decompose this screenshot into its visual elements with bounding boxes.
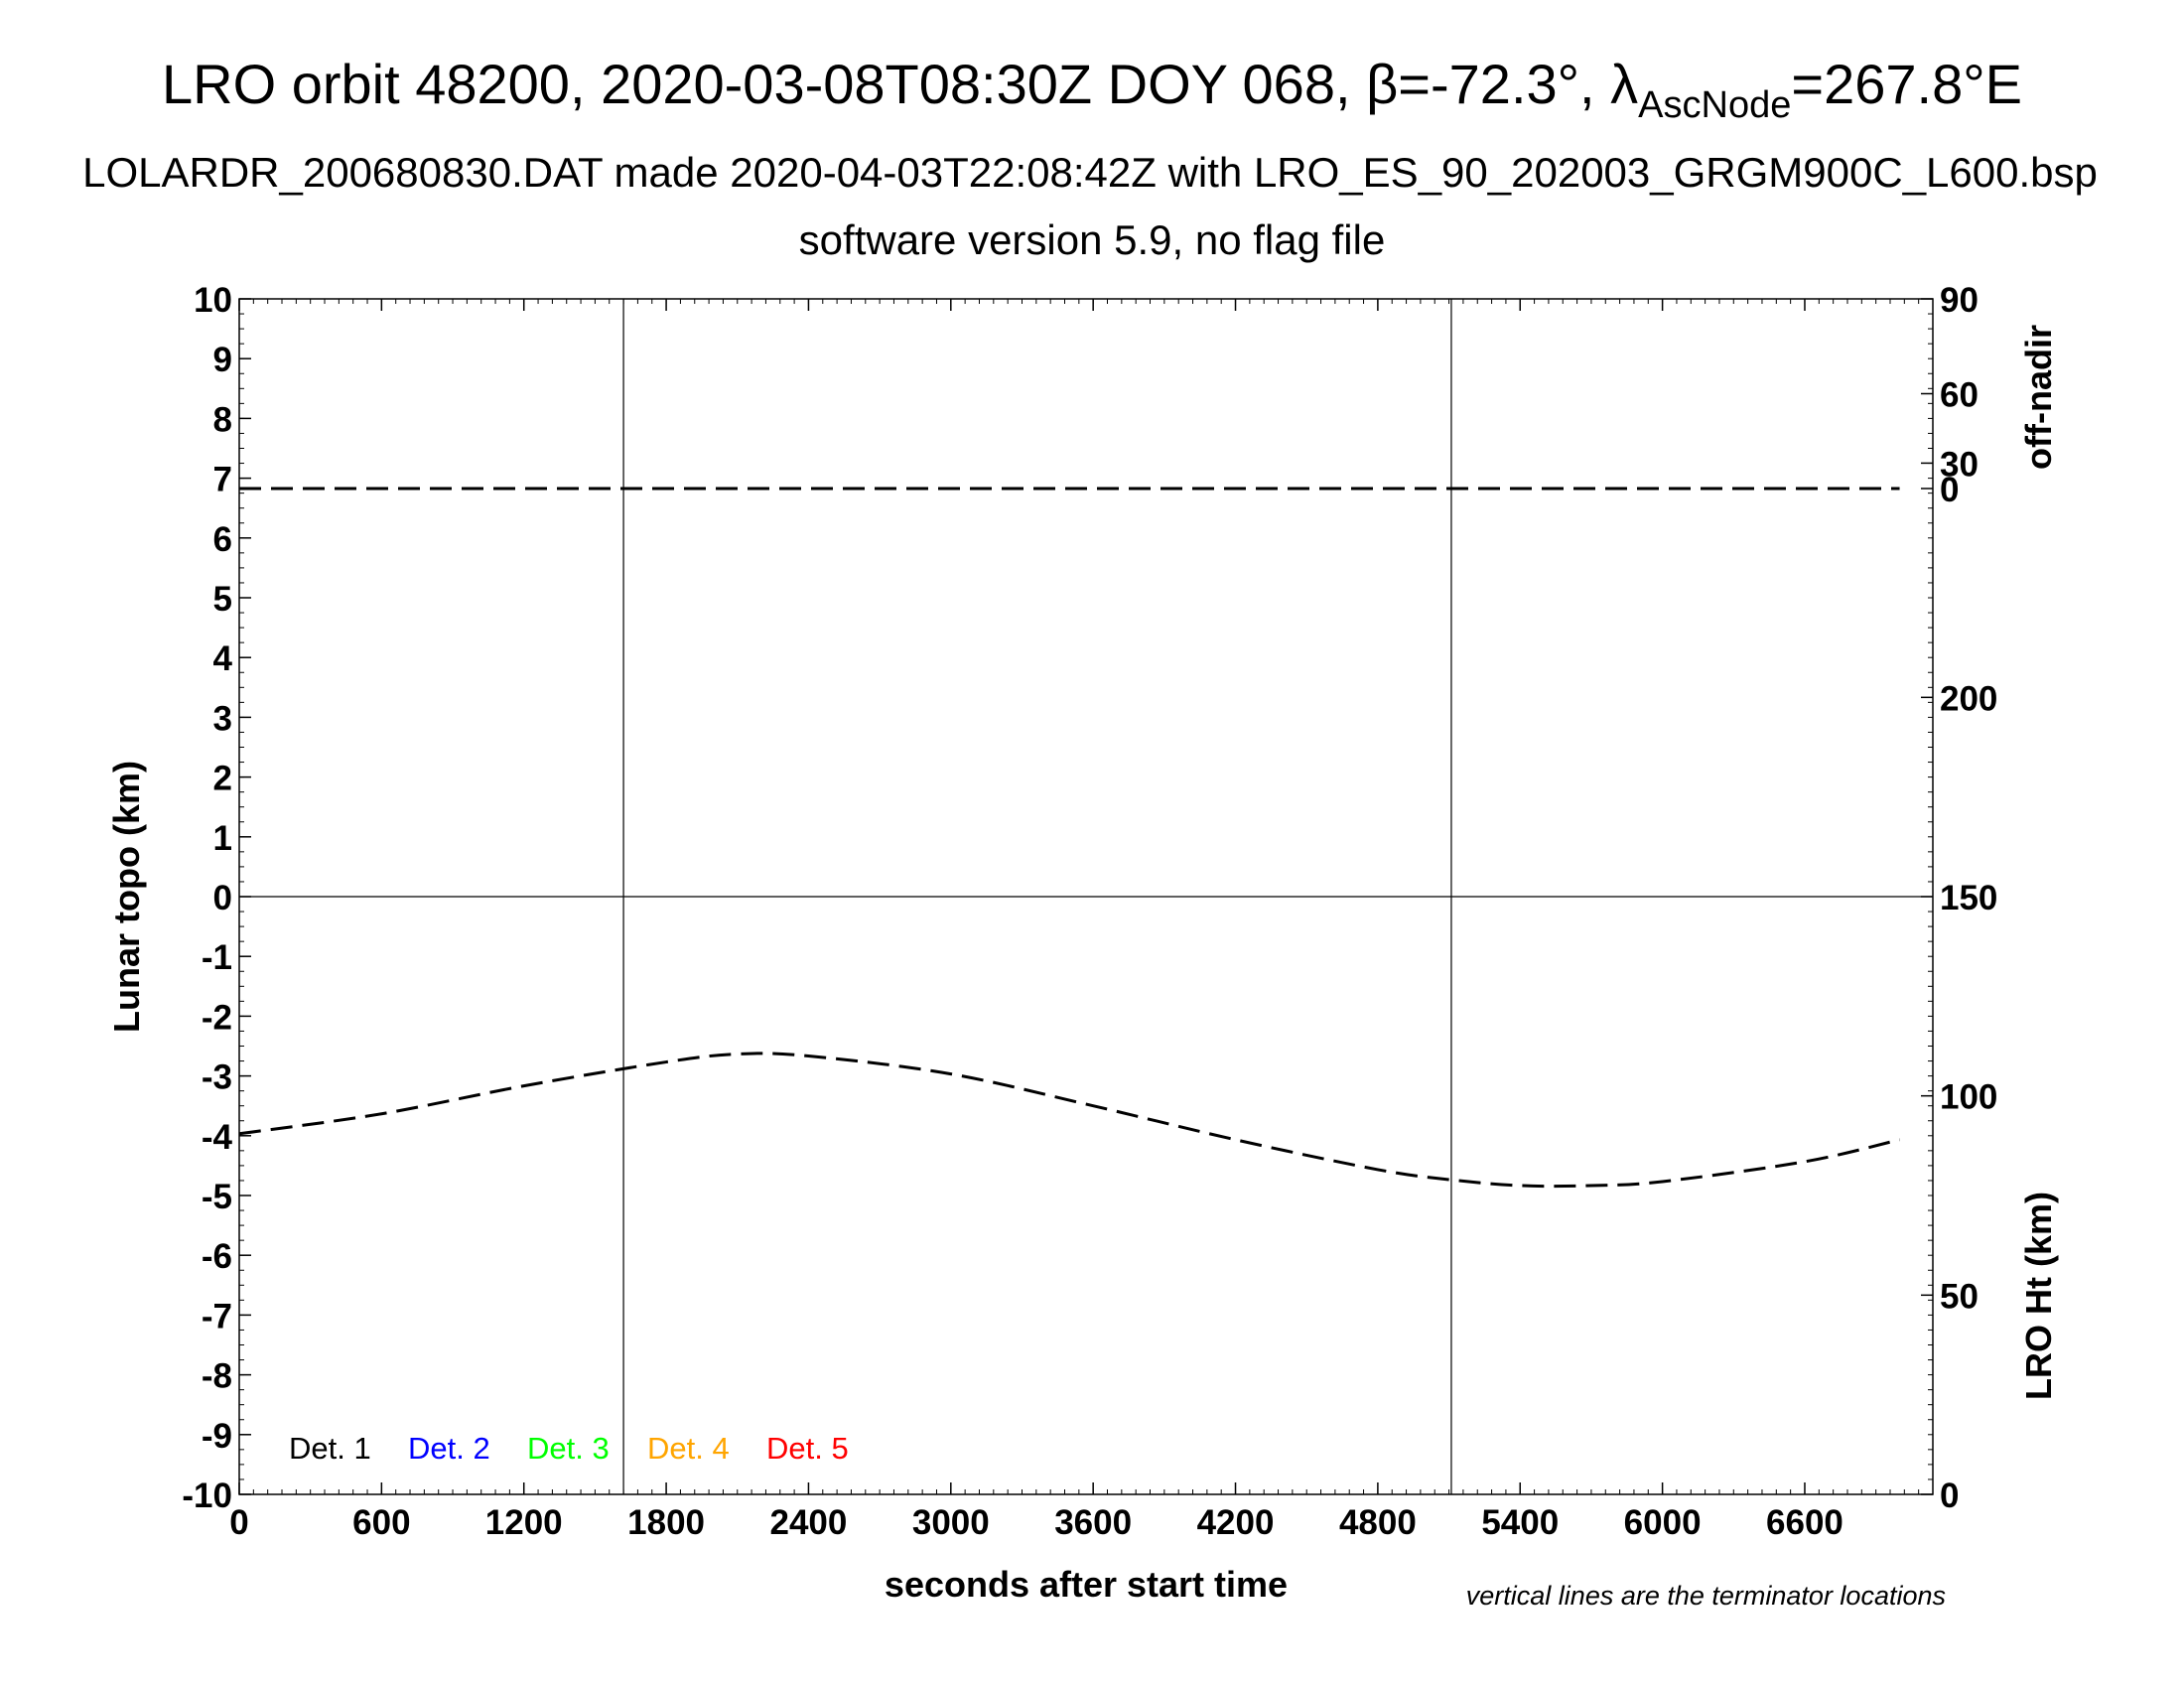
- lro-ht-tick-label: 100: [1940, 1078, 1997, 1117]
- legend: Det. 1 Det. 2 Det. 3 Det. 4 Det. 5: [289, 1431, 849, 1466]
- x-tick-label: 3000: [912, 1503, 990, 1542]
- legend-item-det-5: Det. 5: [766, 1431, 849, 1466]
- chart-subtitle-file: LOLARDR_200680830.DAT made 2020-04-03T22…: [82, 149, 2098, 196]
- x-tick-label: 2400: [770, 1503, 848, 1542]
- title-prefix: LRO orbit 48200, 2020-03-08T08:30Z DOY 0…: [162, 53, 1366, 115]
- lro-ht-axis-ticks: 200 150 100 50 0: [1921, 679, 1997, 1515]
- terminator-note: vertical lines are the terminator locati…: [1466, 1581, 1946, 1611]
- y-tick-label: -5: [202, 1178, 232, 1216]
- y-tick-label: 7: [213, 461, 232, 499]
- title-beta: β=-72.3°,: [1366, 53, 1610, 115]
- legend-item-det-3: Det. 3: [527, 1431, 610, 1466]
- y-tick-label: 0: [213, 879, 232, 917]
- legend-item-det-4: Det. 4: [647, 1431, 730, 1466]
- legend-item-det-1: Det. 1: [289, 1431, 371, 1466]
- title-lambda-value: =267.8°E: [1791, 53, 2022, 115]
- y-tick-label: -6: [202, 1237, 232, 1276]
- lro-ht-tick-label: 150: [1940, 879, 1997, 917]
- off-nadir-tick-label: 0: [1940, 471, 1959, 509]
- y-tick-label: -2: [202, 998, 232, 1037]
- y-tick-label: 10: [194, 281, 232, 320]
- y-tick-label: -9: [202, 1417, 232, 1456]
- y-tick-label: -8: [202, 1357, 232, 1396]
- off-nadir-axis-ticks: 90 60 300: [1921, 281, 1979, 509]
- x-tick-label: 4800: [1339, 1503, 1417, 1542]
- x-tick-label: 1800: [627, 1503, 705, 1542]
- x-tick-label: 3600: [1054, 1503, 1132, 1542]
- y-tick-label: -1: [202, 938, 232, 977]
- y-axis-left-label: Lunar topo (km): [106, 761, 147, 1033]
- x-tick-label: 0: [229, 1503, 248, 1542]
- lro-ht-axis-label: LRO Ht (km): [2018, 1192, 2059, 1400]
- y-tick-label: 8: [213, 400, 232, 439]
- title-lambda: λ: [1610, 53, 1638, 115]
- x-tick-label: 6000: [1624, 1503, 1702, 1542]
- x-axis-label: seconds after start time: [885, 1564, 1288, 1605]
- legend-item-det-2: Det. 2: [408, 1431, 490, 1466]
- title-lambda-sub: AscNode: [1638, 84, 1791, 126]
- lro-ht-tick-label: 50: [1940, 1277, 1979, 1316]
- series-lines: [238, 487, 1900, 1189]
- x-tick-label: 1200: [485, 1503, 563, 1542]
- lro-ht-tick-label: 0: [1940, 1477, 1959, 1515]
- y-tick-label: 6: [213, 520, 232, 559]
- y-tick-label: 2: [213, 760, 232, 798]
- chart-subtitle-software: software version 5.9, no flag file: [799, 216, 1386, 263]
- x-tick-label: 600: [352, 1503, 410, 1542]
- x-tick-label: 6600: [1766, 1503, 1843, 1542]
- y-tick-label: 1: [213, 819, 232, 858]
- y-tick-label: -10: [182, 1477, 232, 1515]
- x-tick-label: 5400: [1481, 1503, 1559, 1542]
- y-tick-label: -3: [202, 1058, 232, 1097]
- off-nadir-tick-label: 90: [1940, 281, 1979, 320]
- chart-title: LRO orbit 48200, 2020-03-08T08:30Z DOY 0…: [162, 53, 2022, 126]
- lro-ht-tick-label: 200: [1940, 679, 1997, 718]
- x-tick-label: 4200: [1197, 1503, 1275, 1542]
- x-axis-ticks: 0 600 1200 1800 2400 3000 3600 4200 4800 5400 6000…: [229, 299, 1843, 1542]
- y-tick-label: 3: [213, 699, 232, 738]
- y-tick-label: 9: [213, 341, 232, 379]
- off-nadir-tick-label: 60: [1940, 376, 1979, 415]
- off-nadir-axis-label: off-nadir: [2018, 325, 2059, 470]
- y-tick-label: 4: [213, 639, 233, 678]
- y-tick-label: -7: [202, 1297, 232, 1336]
- grid-lines: [239, 299, 1933, 1494]
- y-tick-label: 5: [213, 580, 232, 619]
- off-nadir-tick-label: 30: [1940, 445, 1979, 484]
- lro-ht-series-line: [238, 1052, 1900, 1189]
- y-tick-label: -4: [202, 1118, 233, 1157]
